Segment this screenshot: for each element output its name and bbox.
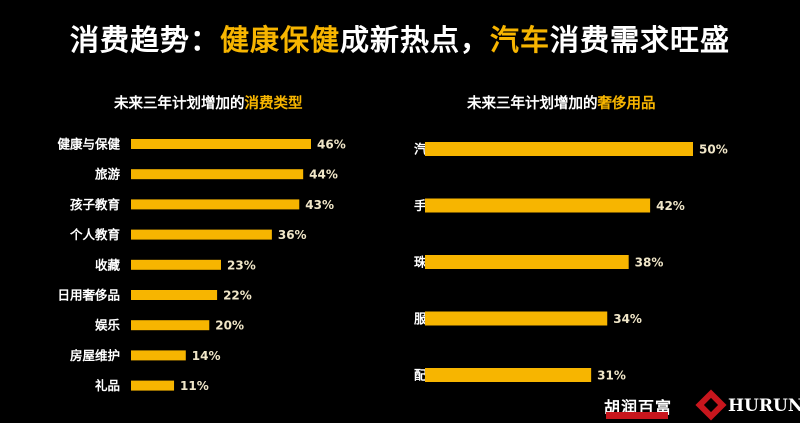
bar <box>131 290 218 300</box>
value-label: 50% <box>699 143 728 157</box>
bar <box>131 199 300 210</box>
right-subtitle-highlight: 奢侈用品 <box>597 96 656 112</box>
category-label: 日用奢侈品 <box>57 288 120 303</box>
title-highlight-health: 健康保健 <box>219 23 340 57</box>
value-label: 36% <box>278 228 307 242</box>
value-label: 43% <box>305 198 334 212</box>
category-label: 个人教育 <box>69 227 121 242</box>
title-part-3: 成新热点， <box>339 23 490 57</box>
bar <box>425 255 629 269</box>
value-label: 38% <box>635 256 664 270</box>
category-label: 房屋维护 <box>70 348 120 363</box>
value-label: 23% <box>227 258 256 272</box>
left-chart-subtitle: 未来三年计划增加的消费类型 <box>114 92 303 113</box>
right-subtitle-plain: 未来三年计划增加的 <box>467 96 598 112</box>
category-label: 娱乐 <box>95 318 121 333</box>
value-label: 22% <box>223 289 252 303</box>
value-label: 11% <box>180 379 209 393</box>
category-label: 健康与保健 <box>57 137 120 152</box>
category-label: 旅游 <box>94 167 121 182</box>
bar <box>131 350 186 361</box>
left-subtitle-plain: 未来三年计划增加的 <box>114 96 245 112</box>
title-part-1: 消费趋势： <box>69 23 220 57</box>
left-subtitle-highlight: 消费类型 <box>244 96 303 112</box>
hurun-report-band-icon <box>606 412 668 419</box>
value-label: 46% <box>317 138 346 152</box>
right-chart-subtitle: 未来三年计划增加的奢侈用品 <box>467 92 656 113</box>
bar <box>425 368 592 382</box>
value-label: 31% <box>597 369 626 383</box>
bar <box>131 259 221 270</box>
category-label: 收藏 <box>95 257 121 272</box>
bar <box>131 169 304 180</box>
value-label: 20% <box>215 319 244 333</box>
value-label: 42% <box>656 199 685 213</box>
title-highlight-car: 汽车 <box>490 23 551 57</box>
category-label: 孩子教育 <box>70 197 121 212</box>
bar <box>425 142 693 156</box>
hurun-en-logo: HURUN <box>728 396 800 416</box>
page-title: 消费趋势：健康保健成新热点，汽车消费需求旺盛 <box>0 17 800 59</box>
bar <box>425 311 608 326</box>
bar <box>131 139 311 149</box>
bar <box>131 380 175 391</box>
category-label: 礼品 <box>95 378 120 393</box>
value-label: 14% <box>192 349 221 363</box>
bar <box>131 320 210 331</box>
bar <box>425 198 651 213</box>
title-part-5: 消费需求旺盛 <box>550 23 731 57</box>
bar <box>131 229 272 240</box>
value-label: 34% <box>613 312 642 326</box>
value-label: 44% <box>309 168 338 182</box>
